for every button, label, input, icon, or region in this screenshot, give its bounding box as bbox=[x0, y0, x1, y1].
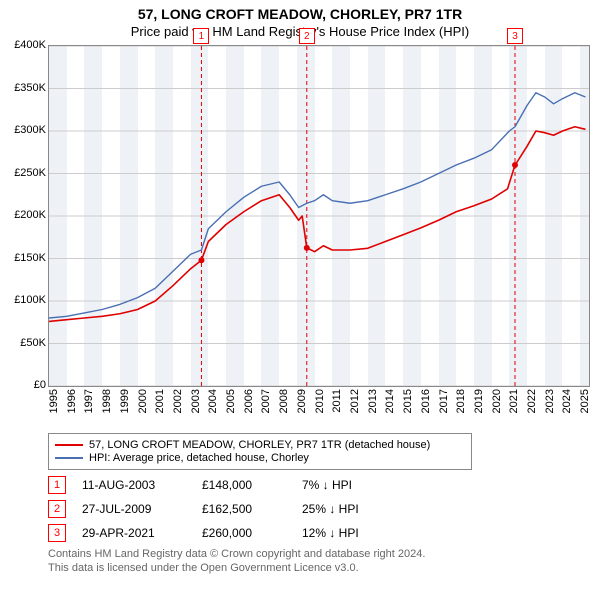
legend-row: 57, LONG CROFT MEADOW, CHORLEY, PR7 1TR … bbox=[55, 439, 465, 451]
x-tick-label: 1999 bbox=[119, 389, 131, 413]
x-tick-label: 2000 bbox=[137, 389, 149, 413]
event-date: 29-APR-2021 bbox=[82, 526, 202, 540]
x-tick-label: 2003 bbox=[190, 389, 202, 413]
event-delta: 12% ↓ HPI bbox=[302, 526, 422, 540]
footer-line-1: Contains HM Land Registry data © Crown c… bbox=[48, 548, 578, 562]
chart-footer: Contains HM Land Registry data © Crown c… bbox=[48, 548, 578, 576]
x-tick-label: 2025 bbox=[579, 389, 591, 413]
event-price: £148,000 bbox=[202, 478, 302, 492]
x-tick-label: 2022 bbox=[526, 389, 538, 413]
event-badge: 1 bbox=[48, 476, 66, 494]
legend-label: 57, LONG CROFT MEADOW, CHORLEY, PR7 1TR … bbox=[89, 439, 430, 451]
event-date: 27-JUL-2009 bbox=[82, 502, 202, 516]
x-tick-label: 2021 bbox=[508, 389, 520, 413]
y-axis-labels: £0£50K£100K£150K£200K£250K£300K£350K£400… bbox=[6, 45, 48, 385]
x-tick-label: 1996 bbox=[66, 389, 78, 413]
y-tick-label: £300K bbox=[14, 124, 46, 136]
event-price: £162,500 bbox=[202, 502, 302, 516]
event-marker-badge: 1 bbox=[193, 28, 209, 44]
legend-label: HPI: Average price, detached house, Chor… bbox=[89, 452, 309, 464]
y-tick-label: £350K bbox=[14, 82, 46, 94]
x-tick-label: 2009 bbox=[296, 389, 308, 413]
event-marker-badge: 2 bbox=[299, 28, 315, 44]
x-tick-label: 2008 bbox=[278, 389, 290, 413]
footer-line-2: This data is licensed under the Open Gov… bbox=[48, 562, 578, 576]
x-tick-label: 2016 bbox=[420, 389, 432, 413]
y-tick-label: £0 bbox=[34, 379, 46, 391]
y-tick-label: £50K bbox=[20, 337, 46, 349]
event-price: £260,000 bbox=[202, 526, 302, 540]
y-tick-label: £200K bbox=[14, 209, 46, 221]
x-tick-label: 1997 bbox=[83, 389, 95, 413]
chart-legend: 57, LONG CROFT MEADOW, CHORLEY, PR7 1TR … bbox=[48, 433, 472, 470]
legend-swatch bbox=[55, 444, 83, 446]
x-tick-label: 2007 bbox=[260, 389, 272, 413]
event-delta: 7% ↓ HPI bbox=[302, 478, 422, 492]
x-tick-label: 2011 bbox=[331, 389, 343, 413]
event-row: 3 29-APR-2021£260,00012% ↓ HPI bbox=[48, 524, 548, 542]
event-marker-badge: 3 bbox=[507, 28, 523, 44]
event-badge: 3 bbox=[48, 524, 66, 542]
x-tick-label: 1998 bbox=[101, 389, 113, 413]
x-tick-label: 2013 bbox=[367, 389, 379, 413]
y-tick-label: £400K bbox=[14, 39, 46, 51]
x-tick-label: 2004 bbox=[207, 389, 219, 413]
event-list: 1 11-AUG-2003£148,0007% ↓ HPI 2 27-JUL-2009… bbox=[48, 476, 548, 542]
x-tick-label: 2006 bbox=[243, 389, 255, 413]
x-tick-label: 2005 bbox=[225, 389, 237, 413]
chart-title: 57, LONG CROFT MEADOW, CHORLEY, PR7 1TR bbox=[6, 6, 594, 22]
x-axis-labels: 1995 1996 1997 1998 1999 2000 2001 2002 2003 2004… bbox=[48, 387, 588, 427]
chart-plot-area: 123 bbox=[48, 45, 590, 387]
x-tick-label: 2001 bbox=[154, 389, 166, 413]
x-tick-label: 2019 bbox=[473, 389, 485, 413]
x-tick-label: 2023 bbox=[544, 389, 556, 413]
event-badge: 2 bbox=[48, 500, 66, 518]
x-tick-label: 2017 bbox=[438, 389, 450, 413]
legend-row: HPI: Average price, detached house, Chor… bbox=[55, 452, 465, 464]
x-tick-label: 2015 bbox=[402, 389, 414, 413]
event-delta: 25% ↓ HPI bbox=[302, 502, 422, 516]
y-tick-label: £150K bbox=[14, 252, 46, 264]
event-date: 11-AUG-2003 bbox=[82, 478, 202, 492]
x-tick-label: 2002 bbox=[172, 389, 184, 413]
event-row: 1 11-AUG-2003£148,0007% ↓ HPI bbox=[48, 476, 548, 494]
x-tick-label: 2018 bbox=[455, 389, 467, 413]
legend-swatch bbox=[55, 457, 83, 459]
x-tick-label: 2010 bbox=[314, 389, 326, 413]
x-tick-label: 2024 bbox=[561, 389, 573, 413]
x-tick-label: 2020 bbox=[491, 389, 503, 413]
y-tick-label: £250K bbox=[14, 167, 46, 179]
x-tick-label: 2012 bbox=[349, 389, 361, 413]
x-tick-label: 2014 bbox=[384, 389, 396, 413]
event-row: 2 27-JUL-2009£162,50025% ↓ HPI bbox=[48, 500, 548, 518]
x-tick-label: 1995 bbox=[48, 389, 60, 413]
y-tick-label: £100K bbox=[14, 294, 46, 306]
